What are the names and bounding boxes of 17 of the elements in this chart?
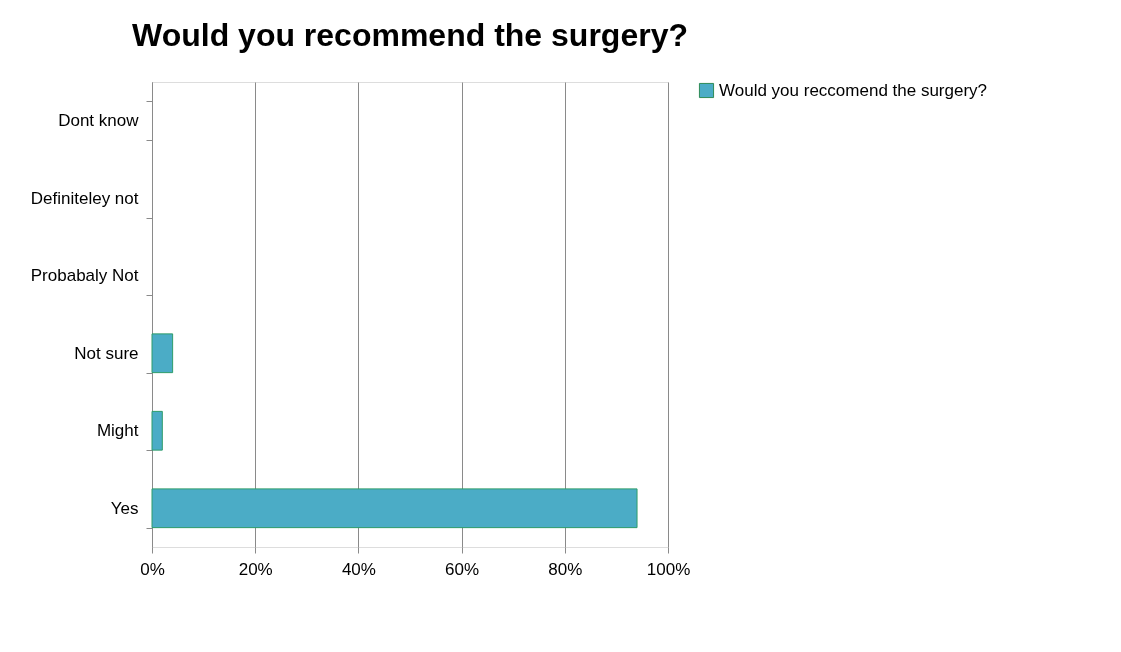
y-tick-label: Might [96,421,139,441]
legend-label: Would you reccomend the surgery? [719,80,988,100]
x-tick-label: 40% [341,559,376,579]
x-tick-label: 20% [238,559,273,579]
x-tick-label: 80% [548,559,583,579]
x-tick-label: 100% [646,559,691,579]
bar [151,410,163,451]
bar [151,488,638,529]
chart-title: Would you recommend the surgery? [132,17,688,53]
y-tick-label: Probabaly Not [30,266,139,286]
x-tick-label: 0% [140,559,165,579]
y-tick-label: Definiteley not [30,188,139,208]
y-tick-label: Dont know [58,111,140,131]
bar [151,333,174,374]
x-tick-label: 60% [445,559,480,579]
y-tick-label: Not sure [74,343,139,363]
y-tick-label: Yes [110,498,139,518]
